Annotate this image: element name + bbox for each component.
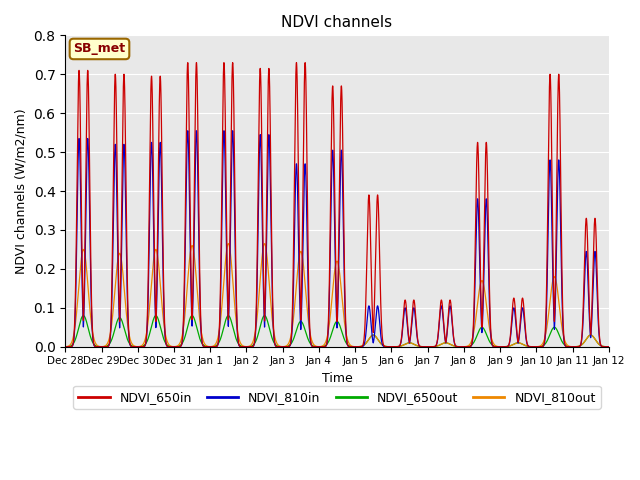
NDVI_810out <box>493 344 501 349</box>
NDVI_650out <box>465 344 472 349</box>
NDVI_650in <box>89 330 97 336</box>
NDVI_650in <box>258 162 266 168</box>
NDVI_810in <box>383 344 391 349</box>
NDVI_650in <box>493 344 501 349</box>
NDVI_810in <box>61 344 69 349</box>
Line: NDVI_650in: NDVI_650in <box>65 62 609 347</box>
NDVI_810out <box>465 343 472 348</box>
Title: NDVI channels: NDVI channels <box>282 15 392 30</box>
NDVI_810out <box>424 344 431 349</box>
NDVI_650out <box>89 339 97 345</box>
NDVI_650in <box>301 60 309 65</box>
NDVI_650out <box>424 344 431 349</box>
NDVI_650in <box>424 344 431 349</box>
NDVI_810in <box>465 344 472 349</box>
NDVI_810out <box>407 340 415 346</box>
NDVI_810in <box>407 333 415 339</box>
NDVI_650out <box>258 317 266 323</box>
NDVI_810in <box>605 344 612 349</box>
NDVI_810out <box>383 344 391 349</box>
NDVI_650in <box>61 344 69 349</box>
NDVI_650in <box>605 344 612 349</box>
Line: NDVI_810in: NDVI_810in <box>65 131 609 347</box>
Text: SB_met: SB_met <box>74 42 125 56</box>
Line: NDVI_650out: NDVI_650out <box>65 315 609 347</box>
Y-axis label: NDVI channels (W/m2/nm): NDVI channels (W/m2/nm) <box>15 108 28 274</box>
Legend: NDVI_650in, NDVI_810in, NDVI_650out, NDVI_810out: NDVI_650in, NDVI_810in, NDVI_650out, NDV… <box>73 386 601 409</box>
NDVI_650in <box>383 344 391 349</box>
NDVI_650out <box>407 340 415 346</box>
NDVI_810in <box>89 333 97 339</box>
NDVI_650in <box>465 344 472 349</box>
NDVI_650out <box>260 312 268 318</box>
NDVI_810in <box>424 344 431 349</box>
NDVI_650out <box>61 344 69 349</box>
NDVI_810in <box>259 209 266 215</box>
NDVI_650out <box>383 344 391 349</box>
NDVI_810out <box>89 329 97 335</box>
NDVI_810out <box>258 254 266 260</box>
Line: NDVI_810out: NDVI_810out <box>65 243 609 347</box>
NDVI_810out <box>260 240 268 246</box>
NDVI_650out <box>493 344 501 349</box>
NDVI_650in <box>407 331 415 336</box>
NDVI_810in <box>220 128 228 133</box>
NDVI_810out <box>61 344 69 349</box>
NDVI_810out <box>605 344 612 349</box>
X-axis label: Time: Time <box>322 372 353 385</box>
NDVI_650out <box>605 344 612 349</box>
NDVI_810in <box>493 344 501 349</box>
